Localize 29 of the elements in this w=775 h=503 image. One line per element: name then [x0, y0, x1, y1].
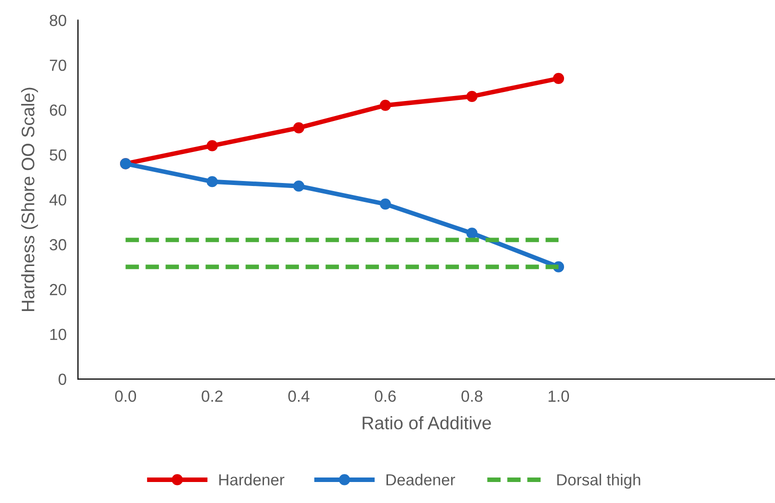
y-tick-label: 10 [50, 328, 66, 340]
point [206, 140, 218, 152]
point [466, 90, 478, 102]
y-tick-label: 80 [50, 14, 66, 26]
x-tick-label: 0.6 [374, 390, 396, 402]
y-tick-label: 60 [50, 104, 66, 116]
y-tick-label: 70 [50, 60, 66, 71]
legend-label: Deadener [386, 474, 456, 486]
legend-label: Dorsal thigh [557, 474, 640, 489]
x-tick-label: 0.4 [288, 390, 310, 402]
x-tick-label: 1.0 [548, 390, 570, 402]
x-tick-label: 0.8 [461, 390, 482, 402]
point [293, 180, 304, 192]
x-tick-label: 0.2 [202, 390, 222, 402]
point [293, 122, 304, 134]
y-axis-title: Hardness (Shore OO Scale) [21, 88, 38, 311]
y-tick-label: 30 [50, 239, 66, 250]
point [466, 228, 478, 239]
point [206, 176, 218, 188]
legend-label: Hardener [219, 474, 284, 486]
y-tick-label: 20 [50, 284, 66, 296]
point [380, 100, 391, 111]
x-tick-label: 0.0 [115, 390, 136, 402]
y-tick-label: 40 [49, 194, 66, 206]
point [552, 72, 564, 84]
y-tick-label: 0 [58, 374, 66, 385]
x-axis-title: Ratio of Additive [362, 416, 491, 430]
point [380, 198, 391, 210]
y-tick-label: 50 [50, 149, 66, 161]
